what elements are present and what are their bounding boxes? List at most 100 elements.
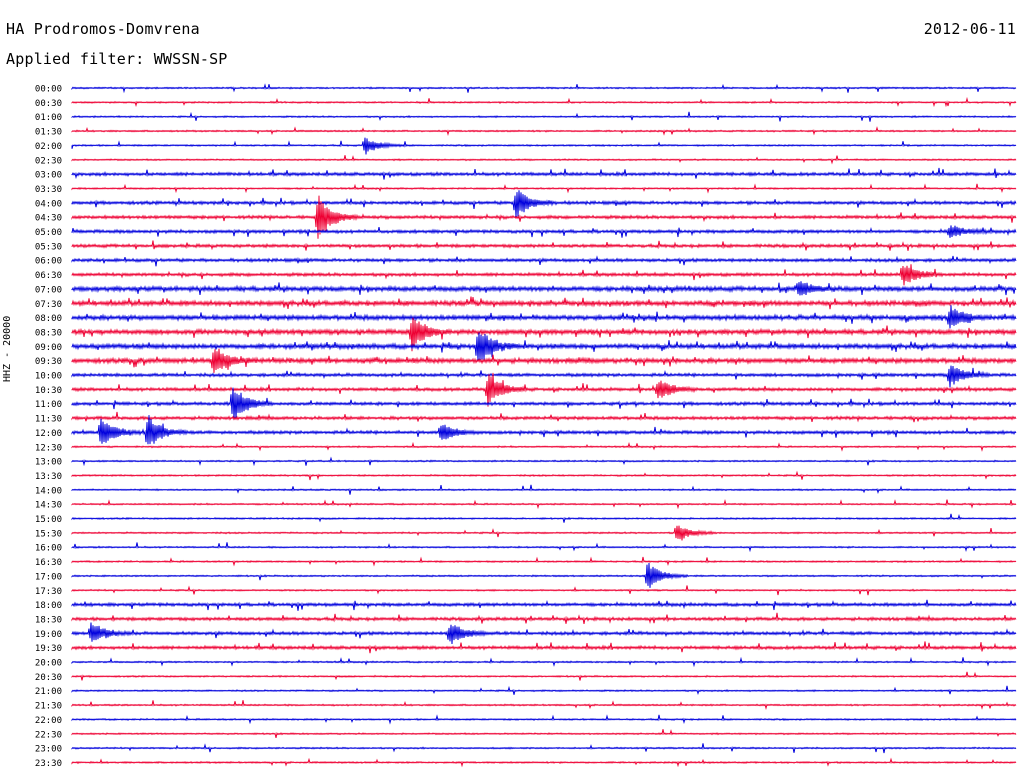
time-tick-label: 05:30	[35, 242, 62, 252]
trace-line	[71, 470, 1017, 481]
time-tick-label: 10:00	[35, 372, 62, 382]
trace-line	[71, 183, 1017, 194]
trace-line	[71, 743, 1017, 754]
time-tick-label: 23:30	[35, 759, 62, 769]
time-tick-label: 11:30	[35, 415, 62, 425]
time-tick-label: 01:30	[35, 128, 62, 138]
time-tick-label: 13:30	[35, 472, 62, 482]
trace-line	[71, 415, 1017, 445]
trace-line	[71, 441, 1017, 452]
time-tick-label: 18:00	[35, 601, 62, 611]
trace-line	[71, 542, 1017, 553]
time-tick-label: 12:00	[35, 429, 62, 439]
time-tick-label: 08:00	[35, 314, 62, 324]
trace-line	[71, 387, 1017, 420]
time-tick-label: 00:00	[35, 85, 62, 95]
time-tick-label: 21:00	[35, 687, 62, 697]
time-tick-label: 09:30	[35, 357, 62, 367]
trace-line	[71, 111, 1017, 122]
time-tick-label: 15:00	[35, 515, 62, 525]
trace-line	[71, 685, 1017, 695]
time-tick-label: 20:30	[35, 673, 62, 683]
time-tick-label: 02:30	[35, 156, 62, 166]
time-tick-label: 04:00	[35, 199, 62, 209]
time-tick-label: 11:00	[35, 400, 62, 410]
time-tick-label: 02:00	[35, 142, 62, 152]
trace-line	[71, 240, 1017, 251]
trace-line	[71, 456, 1017, 467]
trace-line	[71, 656, 1017, 668]
trace-line	[71, 348, 1017, 373]
trace-line	[71, 255, 1017, 267]
time-tick-label: 13:00	[35, 458, 62, 468]
time-tick-label: 15:30	[35, 529, 62, 539]
trace-line	[71, 305, 1017, 329]
trace-line	[71, 155, 1017, 165]
trace-line	[71, 190, 1017, 218]
time-tick-label: 23:00	[35, 745, 62, 755]
time-tick-label: 03:00	[35, 171, 62, 181]
trace-line	[71, 484, 1017, 495]
time-tick-label: 22:30	[35, 730, 62, 740]
trace-line	[71, 296, 1017, 310]
trace-line	[71, 332, 1017, 361]
trace-line	[71, 729, 1017, 739]
time-tick-label: 10:30	[35, 386, 62, 396]
time-tick-label: 14:00	[35, 486, 62, 496]
trace-line	[71, 757, 1017, 768]
time-tick-label: 06:00	[35, 257, 62, 267]
trace-line	[71, 612, 1017, 624]
time-tick-label: 14:30	[35, 501, 62, 511]
trace-line	[71, 562, 1017, 588]
trace-line	[71, 96, 1017, 108]
trace-line	[71, 137, 1017, 155]
trace-line	[71, 599, 1017, 611]
time-tick-label: 07:30	[35, 300, 62, 310]
trace-line	[71, 225, 1017, 238]
date-label: 2012-06-11	[923, 20, 1016, 38]
trace-line	[71, 167, 1017, 180]
trace-line	[71, 83, 1017, 94]
trace-line	[71, 585, 1017, 596]
trace-line	[71, 556, 1017, 567]
time-tick-label: 01:00	[35, 113, 62, 123]
time-tick-label: 22:00	[35, 716, 62, 726]
trace-line	[71, 126, 1017, 136]
time-tick-label: 19:00	[35, 630, 62, 640]
trace-line	[71, 641, 1017, 654]
time-tick-label: 21:30	[35, 702, 62, 712]
time-tick-label: 20:00	[35, 659, 62, 669]
trace-line	[71, 281, 1017, 296]
trace-line	[71, 372, 1017, 407]
trace-line	[71, 195, 1017, 239]
time-tick-label: 09:00	[35, 343, 62, 353]
time-tick-label: 00:30	[35, 99, 62, 109]
time-tick-label: 07:00	[35, 285, 62, 295]
station-title: HA Prodromos-Domvrena	[6, 20, 200, 38]
trace-line	[71, 411, 1017, 423]
trace-line	[71, 264, 1017, 286]
time-tick-label: 19:30	[35, 644, 62, 654]
trace-line	[71, 499, 1017, 510]
time-tick-label: 05:00	[35, 228, 62, 238]
time-tick-label: 04:30	[35, 214, 62, 224]
trace-line	[71, 671, 1017, 681]
time-tick-label: 03:30	[35, 185, 62, 195]
time-tick-label: 16:00	[35, 544, 62, 554]
time-tick-label: 17:00	[35, 572, 62, 582]
time-tick-label: 16:30	[35, 558, 62, 568]
trace-line	[71, 317, 1017, 352]
filter-subtitle: Applied filter: WWSSN-SP	[6, 50, 228, 68]
time-tick-label: 12:30	[35, 443, 62, 453]
trace-line	[71, 714, 1017, 725]
time-tick-label: 06:30	[35, 271, 62, 281]
time-tick-label: 08:30	[35, 328, 62, 338]
trace-line	[71, 700, 1017, 710]
time-tick-label: 18:30	[35, 615, 62, 625]
time-tick-label: 17:30	[35, 587, 62, 597]
trace-line	[71, 622, 1017, 645]
trace-line	[71, 365, 1017, 388]
trace-line	[71, 525, 1017, 541]
trace-line	[71, 513, 1017, 523]
